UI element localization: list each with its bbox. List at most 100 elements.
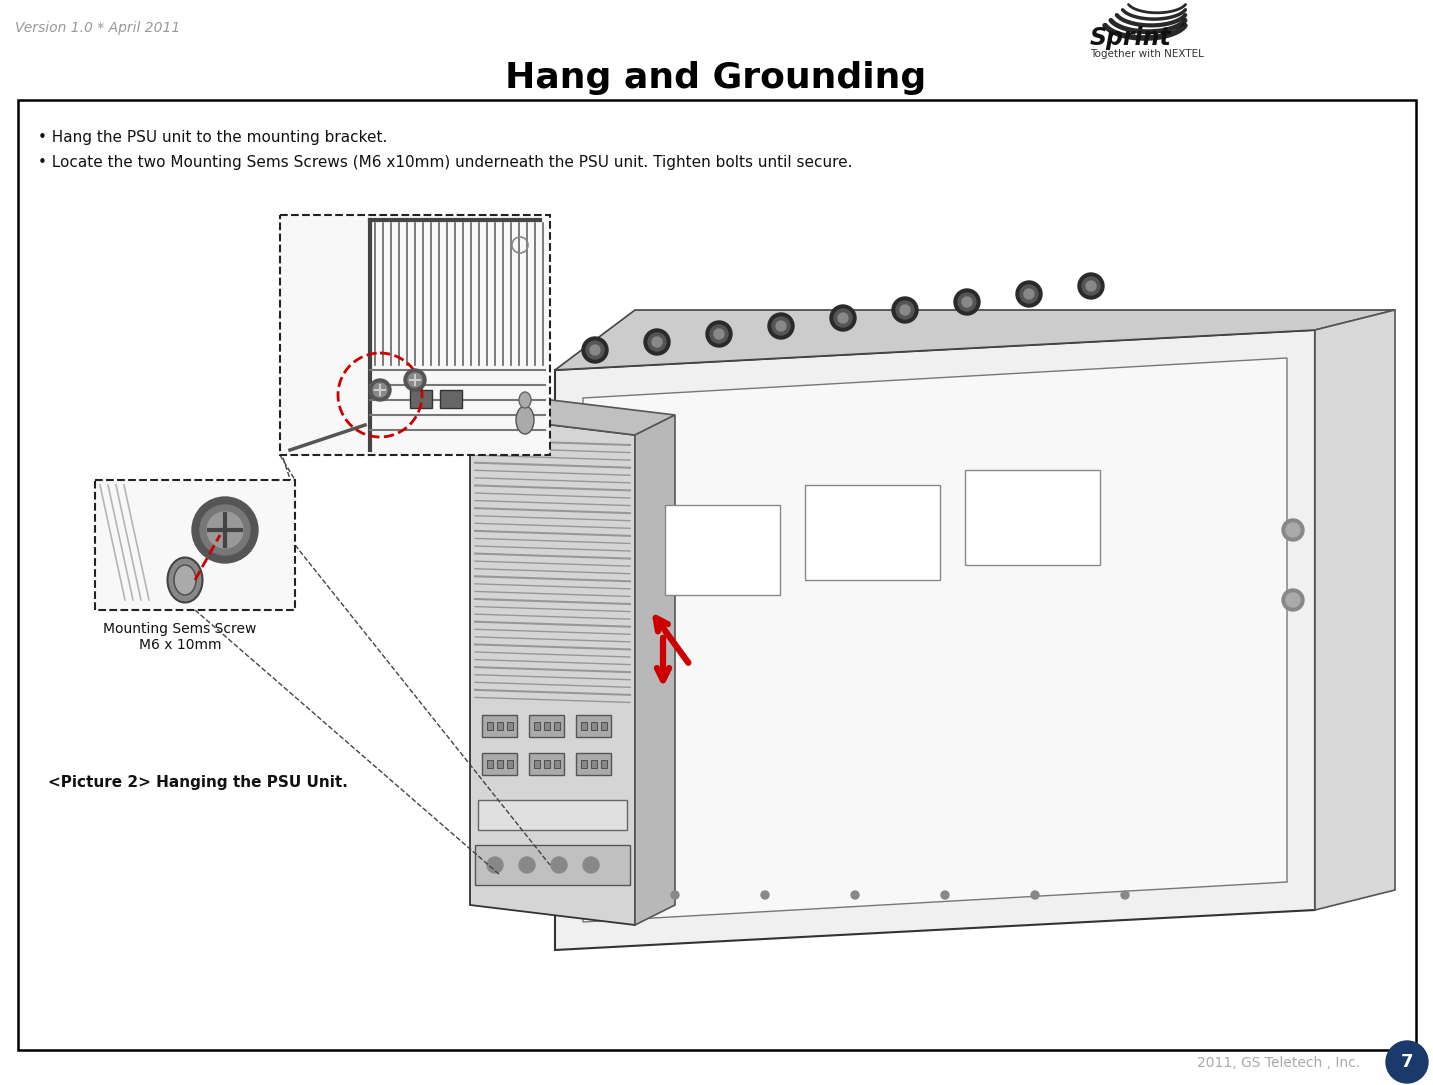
Circle shape bbox=[1086, 281, 1096, 291]
Circle shape bbox=[1030, 891, 1039, 899]
Text: • Hang the PSU unit to the mounting bracket.: • Hang the PSU unit to the mounting brac… bbox=[39, 130, 387, 145]
Bar bbox=[487, 760, 493, 768]
Ellipse shape bbox=[168, 558, 202, 602]
Text: Mounting Sems Screw: Mounting Sems Screw bbox=[103, 622, 257, 636]
Bar bbox=[507, 760, 513, 768]
Bar bbox=[545, 760, 550, 768]
Circle shape bbox=[648, 333, 666, 352]
Circle shape bbox=[772, 317, 790, 335]
Circle shape bbox=[777, 321, 785, 331]
Circle shape bbox=[838, 312, 848, 323]
Bar bbox=[440, 390, 461, 408]
Circle shape bbox=[582, 337, 608, 363]
Bar bbox=[535, 760, 540, 768]
Bar bbox=[590, 760, 598, 768]
Circle shape bbox=[519, 857, 535, 873]
Bar bbox=[507, 722, 513, 730]
Bar bbox=[529, 753, 565, 775]
Circle shape bbox=[373, 383, 387, 397]
Circle shape bbox=[583, 857, 599, 873]
Circle shape bbox=[487, 857, 503, 873]
Circle shape bbox=[891, 297, 919, 323]
Circle shape bbox=[706, 321, 732, 347]
Text: Sprint: Sprint bbox=[1091, 26, 1172, 50]
Text: Hang and Grounding: Hang and Grounding bbox=[506, 61, 927, 95]
Circle shape bbox=[192, 497, 258, 563]
Circle shape bbox=[830, 305, 856, 331]
Polygon shape bbox=[635, 414, 675, 926]
Bar bbox=[580, 722, 588, 730]
Circle shape bbox=[552, 857, 567, 873]
Circle shape bbox=[851, 891, 858, 899]
Circle shape bbox=[761, 891, 770, 899]
Bar bbox=[474, 845, 631, 885]
Circle shape bbox=[1283, 589, 1304, 611]
Circle shape bbox=[1283, 519, 1304, 541]
Text: Together with NEXTEL: Together with NEXTEL bbox=[1091, 49, 1204, 59]
Bar bbox=[805, 485, 940, 580]
Circle shape bbox=[408, 373, 421, 387]
Circle shape bbox=[954, 289, 980, 315]
Circle shape bbox=[1020, 285, 1037, 303]
Ellipse shape bbox=[173, 565, 196, 595]
Polygon shape bbox=[555, 310, 1394, 370]
Bar bbox=[545, 722, 550, 730]
Text: • Locate the two Mounting Sems Screws (M6 x10mm) underneath the PSU unit. Tighte: • Locate the two Mounting Sems Screws (M… bbox=[39, 155, 853, 170]
Circle shape bbox=[206, 512, 244, 548]
Bar bbox=[529, 715, 565, 737]
Text: M6 x 10mm: M6 x 10mm bbox=[139, 638, 221, 652]
Bar bbox=[497, 760, 503, 768]
Circle shape bbox=[652, 337, 662, 347]
Circle shape bbox=[1016, 281, 1042, 307]
Circle shape bbox=[590, 345, 600, 355]
Bar bbox=[665, 505, 780, 595]
Circle shape bbox=[1285, 523, 1300, 537]
Circle shape bbox=[1082, 277, 1101, 295]
Circle shape bbox=[1386, 1041, 1429, 1083]
Circle shape bbox=[768, 312, 794, 339]
Ellipse shape bbox=[516, 406, 535, 434]
Bar bbox=[576, 715, 610, 737]
Bar bbox=[964, 470, 1101, 565]
Text: Version 1.0 * April 2011: Version 1.0 * April 2011 bbox=[14, 21, 181, 35]
Polygon shape bbox=[1315, 310, 1394, 910]
Polygon shape bbox=[583, 358, 1287, 922]
Circle shape bbox=[896, 301, 914, 319]
Bar bbox=[479, 800, 628, 830]
Circle shape bbox=[834, 309, 853, 327]
Bar bbox=[600, 760, 608, 768]
Circle shape bbox=[404, 369, 426, 391]
Circle shape bbox=[900, 305, 910, 315]
Bar bbox=[590, 722, 598, 730]
Bar bbox=[19, 100, 1416, 1050]
Bar bbox=[576, 753, 610, 775]
Circle shape bbox=[709, 326, 728, 343]
Polygon shape bbox=[470, 395, 675, 435]
Text: 7: 7 bbox=[1400, 1054, 1413, 1071]
Bar bbox=[497, 722, 503, 730]
Bar bbox=[279, 215, 550, 455]
Bar bbox=[410, 390, 431, 408]
Bar bbox=[481, 715, 517, 737]
Bar bbox=[535, 722, 540, 730]
Polygon shape bbox=[470, 414, 635, 926]
Circle shape bbox=[370, 379, 391, 401]
Bar bbox=[481, 753, 517, 775]
Circle shape bbox=[1025, 289, 1035, 299]
Circle shape bbox=[1285, 593, 1300, 607]
Text: 2011, GS Teletech , Inc.: 2011, GS Teletech , Inc. bbox=[1197, 1056, 1360, 1070]
Circle shape bbox=[1121, 891, 1129, 899]
Circle shape bbox=[714, 329, 724, 339]
Bar bbox=[95, 480, 295, 610]
Circle shape bbox=[671, 891, 679, 899]
Circle shape bbox=[941, 891, 949, 899]
Ellipse shape bbox=[519, 392, 532, 408]
Bar bbox=[580, 760, 588, 768]
Bar bbox=[600, 722, 608, 730]
Polygon shape bbox=[555, 330, 1315, 950]
Circle shape bbox=[201, 505, 249, 556]
Bar bbox=[555, 722, 560, 730]
Text: <Picture 2> Hanging the PSU Unit.: <Picture 2> Hanging the PSU Unit. bbox=[47, 775, 348, 790]
Circle shape bbox=[1078, 273, 1103, 299]
Circle shape bbox=[962, 297, 972, 307]
